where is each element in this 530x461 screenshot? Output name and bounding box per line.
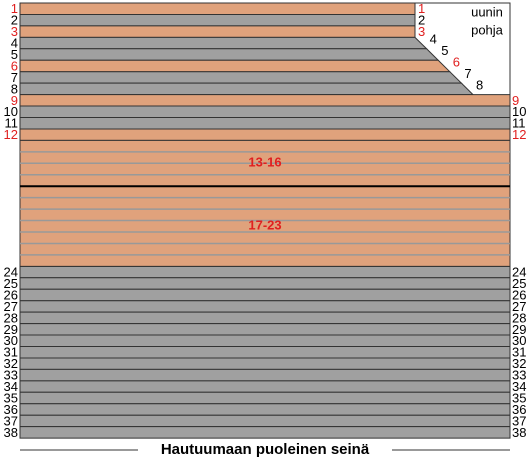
layer bbox=[19, 380, 511, 393]
layer-label: 2 bbox=[11, 13, 18, 28]
layer bbox=[19, 105, 511, 118]
layer-label: 7 bbox=[11, 70, 18, 85]
layer-label: 32 bbox=[512, 356, 526, 371]
layer bbox=[19, 36, 428, 50]
layer bbox=[19, 265, 511, 279]
layer bbox=[19, 82, 475, 96]
layer-label: 31 bbox=[512, 345, 526, 360]
group-label: 13-16 bbox=[248, 155, 281, 170]
layer-label: 11 bbox=[5, 116, 19, 131]
layer bbox=[19, 368, 511, 382]
corner-label: pohja bbox=[471, 22, 504, 37]
layer bbox=[19, 117, 511, 130]
layer-label: 34 bbox=[512, 379, 526, 394]
layer-label: 9 bbox=[11, 93, 18, 108]
layer-label: 24 bbox=[4, 265, 18, 280]
layer-label: 27 bbox=[512, 299, 526, 314]
layer-label: 5 bbox=[11, 47, 18, 62]
layer bbox=[19, 346, 511, 359]
layer-label: 10 bbox=[512, 104, 526, 119]
layer-label: 36 bbox=[4, 402, 18, 417]
layer-label: 3 bbox=[418, 24, 425, 39]
layer bbox=[19, 357, 511, 370]
layer-label: 26 bbox=[512, 287, 526, 302]
layer bbox=[19, 71, 463, 84]
layer-label: 6 bbox=[453, 54, 460, 69]
layer-label: 12 bbox=[512, 127, 526, 142]
layer bbox=[19, 323, 511, 336]
layer bbox=[19, 48, 440, 61]
layer-label: 36 bbox=[512, 402, 526, 417]
layer bbox=[19, 94, 511, 107]
layer-label: 30 bbox=[512, 333, 526, 348]
layer-label: 34 bbox=[4, 379, 18, 394]
layer-label: 38 bbox=[4, 425, 18, 440]
layer-label: 37 bbox=[512, 413, 526, 428]
footer: Hautuumaan puoleinen seinä bbox=[161, 441, 370, 458]
layer-label: 32 bbox=[4, 356, 18, 371]
layer-label: 26 bbox=[4, 287, 18, 302]
layer bbox=[19, 59, 452, 73]
layer-label: 7 bbox=[464, 66, 471, 81]
layer-label: 27 bbox=[4, 299, 18, 314]
layer bbox=[19, 288, 511, 302]
layer bbox=[19, 25, 416, 38]
corner-box bbox=[415, 2, 511, 95]
corner-label: uunin bbox=[471, 4, 503, 19]
layer-label: 37 bbox=[4, 413, 18, 428]
layer-label: 29 bbox=[512, 322, 526, 337]
layer-label: 28 bbox=[512, 310, 526, 325]
layer-label: 10 bbox=[4, 104, 18, 119]
layer-label: 2 bbox=[418, 13, 425, 28]
layer-label: 4 bbox=[430, 32, 437, 47]
layer-label: 24 bbox=[512, 265, 526, 280]
layer bbox=[19, 277, 511, 290]
layer-label: 25 bbox=[4, 276, 18, 291]
layer-label: 8 bbox=[476, 77, 483, 92]
layer-label: 1 bbox=[418, 1, 425, 16]
layer bbox=[19, 403, 511, 416]
layer-label: 28 bbox=[4, 310, 18, 325]
layer-label: 4 bbox=[11, 36, 18, 51]
layer-label: 6 bbox=[11, 58, 18, 73]
layer-label: 35 bbox=[4, 390, 18, 405]
layer-block bbox=[19, 139, 511, 267]
layer-label: 5 bbox=[441, 43, 448, 58]
layer-label: 33 bbox=[512, 368, 526, 383]
layer-label: 11 bbox=[512, 116, 526, 131]
group-label: 17-23 bbox=[248, 218, 281, 233]
layer bbox=[19, 391, 511, 405]
layer-label: 9 bbox=[512, 93, 519, 108]
layer-label: 31 bbox=[4, 345, 18, 360]
layer bbox=[19, 311, 511, 325]
layer bbox=[19, 13, 416, 27]
layer bbox=[19, 414, 511, 428]
layer-label: 3 bbox=[11, 24, 18, 39]
layer-label: 29 bbox=[4, 322, 18, 337]
layer-label: 33 bbox=[4, 368, 18, 383]
layer-label: 12 bbox=[4, 127, 18, 142]
layer-label: 8 bbox=[11, 81, 18, 96]
layer bbox=[19, 128, 511, 141]
layer bbox=[19, 2, 416, 15]
layer-label: 25 bbox=[512, 276, 526, 291]
layer-label: 30 bbox=[4, 333, 18, 348]
layer bbox=[19, 426, 511, 439]
layer-label: 1 bbox=[11, 1, 18, 16]
layer-label: 38 bbox=[512, 425, 526, 440]
layer bbox=[19, 300, 511, 313]
layer bbox=[19, 334, 511, 347]
layer-label: 35 bbox=[512, 390, 526, 405]
